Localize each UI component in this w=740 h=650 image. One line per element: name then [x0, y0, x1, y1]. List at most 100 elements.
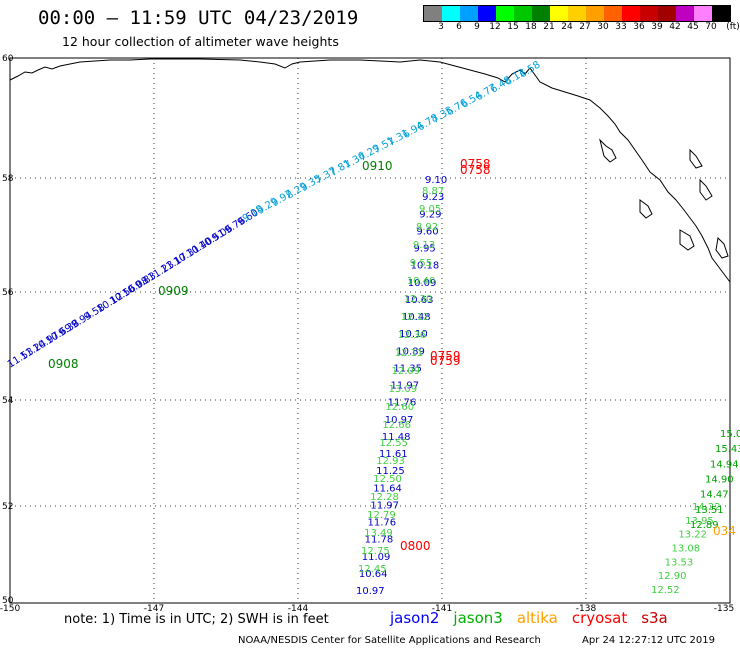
island-4	[699, 178, 713, 201]
wave-label-jason3-desc: 12.28	[370, 492, 399, 503]
legend-label: 27	[579, 22, 591, 32]
wave-label-jason3-east: 13.53	[665, 557, 694, 568]
lat-label: 60	[2, 54, 14, 64]
wave-label-jason3-desc: 9.55	[410, 258, 432, 269]
wave-label-jason2-desc: 10.64	[359, 569, 388, 580]
wave-label-jason3-east: 14.90	[705, 475, 734, 486]
legend-label: 42	[669, 22, 681, 32]
lat-label: 52	[2, 502, 13, 512]
wave-label-jason3-east: 14.22	[692, 502, 721, 513]
time-mark: 034	[713, 524, 736, 538]
legend-label: 9	[474, 22, 480, 32]
footer-note: note: 1) Time is in UTC; 2) SWH is in fe…	[64, 612, 329, 627]
wave-label-jason3-east: 12.89	[690, 520, 719, 531]
wave-label-jason3-desc: 12.66	[382, 420, 411, 431]
legend-swatch	[640, 6, 658, 21]
lon-label: -147	[144, 604, 164, 614]
page-subtitle: 12 hour collection of altimeter wave hei…	[62, 34, 339, 49]
wave-label-jason3-desc: 12.12	[401, 312, 430, 323]
footer-credit: NOAA/NESDIS Center for Satellite Applica…	[238, 635, 541, 646]
wave-label-jason3-east: 13.08	[672, 544, 701, 555]
legend-swatch	[550, 6, 568, 21]
wave-label-jason2-desc: 10.48	[402, 312, 431, 323]
wave-label-jason3-desc: 8.92	[416, 222, 438, 233]
legend-swatch	[496, 6, 514, 21]
coastline	[9, 58, 731, 283]
satellite-jason3: jason3	[453, 609, 503, 627]
legend-swatch	[442, 6, 460, 21]
coastline-panhandle	[529, 67, 731, 283]
wave-label-jason2-desc: 11.48	[382, 432, 411, 443]
wave-label-jason3-east: 13.51	[695, 505, 724, 516]
wave-label-jason3-desc: 12.30	[404, 294, 433, 305]
lon-label: -135	[714, 604, 734, 614]
legend-swatch	[568, 6, 586, 21]
wave-label-jason3-desc: 12.55	[379, 438, 408, 449]
wave-label-jason3-desc: 13.09	[388, 384, 417, 395]
page-title: 00:00 – 11:59 UTC 04/23/2019	[38, 7, 359, 29]
wave-label-jason2-desc: 9.60	[416, 226, 438, 237]
legend-label: 21	[543, 22, 555, 32]
island-5	[715, 236, 729, 259]
footer-timestamp: Apr 24 12:27:12 UTC 2019	[582, 635, 715, 646]
time-mark: 0758	[460, 157, 491, 171]
satellite-altika: altika	[516, 609, 558, 627]
lat-label: 50	[2, 596, 14, 606]
satellite-jason2: jason2	[390, 609, 440, 627]
wave-label-jason3-desc: 12.45	[358, 564, 387, 575]
lat-label: 56	[2, 288, 14, 298]
wave-label-jason3-desc: 12.09	[392, 366, 421, 377]
wave-label-jason3-east: 14.94	[710, 459, 739, 470]
wave-label-jason3-desc: 12.75	[361, 546, 390, 557]
wave-label-jason3-east: 12.52	[651, 585, 680, 596]
legend-swatch	[694, 6, 712, 21]
wave-label-jason2-desc: 11.61	[379, 449, 408, 460]
wave-label-jason3-east: 13.95	[685, 516, 714, 527]
wave-label-jason3-desc: 12.60	[385, 402, 414, 413]
wave-label-jason3-east: 15.0	[720, 429, 740, 440]
time-mark: 0759	[430, 354, 461, 368]
wave-label-jason3-desc: 10.40	[407, 276, 436, 287]
legend-swatch	[460, 6, 478, 21]
wave-label-jason2-desc: 11.64	[373, 483, 402, 494]
wave-label-jason2-desc: 10.10	[399, 329, 428, 340]
wave-label-jason3-desc: 13.49	[364, 528, 393, 539]
wave-label-jason2-desc: 11.76	[388, 398, 417, 409]
wave-label-jason2-desc: 10.97	[356, 586, 385, 597]
legend-label: 24	[561, 22, 573, 32]
wave-label-jason2-desc: 9.23	[422, 192, 444, 203]
wave-label-jason3-desc: 12.79	[367, 510, 396, 521]
wave-label-jason3-east: 14.47	[700, 490, 729, 501]
island-2	[639, 199, 653, 219]
wave-label-jason3-east: 13.22	[678, 530, 707, 541]
wave-label-jason2-desc: 11.97	[370, 500, 399, 511]
legend-swatch	[478, 6, 496, 21]
wave-label-jason2-desc: 9.95	[414, 244, 436, 255]
wave-label-jason2-desc: 9.29	[419, 209, 441, 220]
legend-label: 3	[438, 22, 444, 32]
legend-label: 18	[525, 22, 537, 32]
island-3	[679, 229, 695, 251]
satellite-cryosat: cryosat	[571, 609, 628, 627]
lon-label: -138	[576, 604, 597, 614]
map-grid: -150 -147 -144 -141 -138 -135 60 58 56 54 52 50	[0, 54, 734, 614]
legend-swatch	[676, 6, 694, 21]
wave-label-jason2-desc: 10.89	[396, 346, 425, 357]
coastline-north	[9, 58, 531, 83]
lon-label: -144	[288, 604, 309, 614]
time-mark: 0758	[460, 163, 491, 177]
wave-label-jason2-desc: 10.18	[411, 261, 440, 272]
lat-label: 54	[2, 396, 14, 406]
legend-swatch	[424, 6, 442, 21]
legend-label: 39	[651, 22, 663, 32]
wave-label-jason3-desc: 9.13	[413, 240, 435, 251]
wave-label-jason3-desc: 12.11	[395, 348, 424, 359]
time-mark: 0908	[48, 357, 79, 371]
legend-label: 33	[615, 22, 627, 32]
island-6	[689, 148, 703, 169]
satellite-s3a: s3a	[641, 609, 668, 627]
color-legend	[423, 5, 731, 22]
island-1	[599, 138, 617, 163]
